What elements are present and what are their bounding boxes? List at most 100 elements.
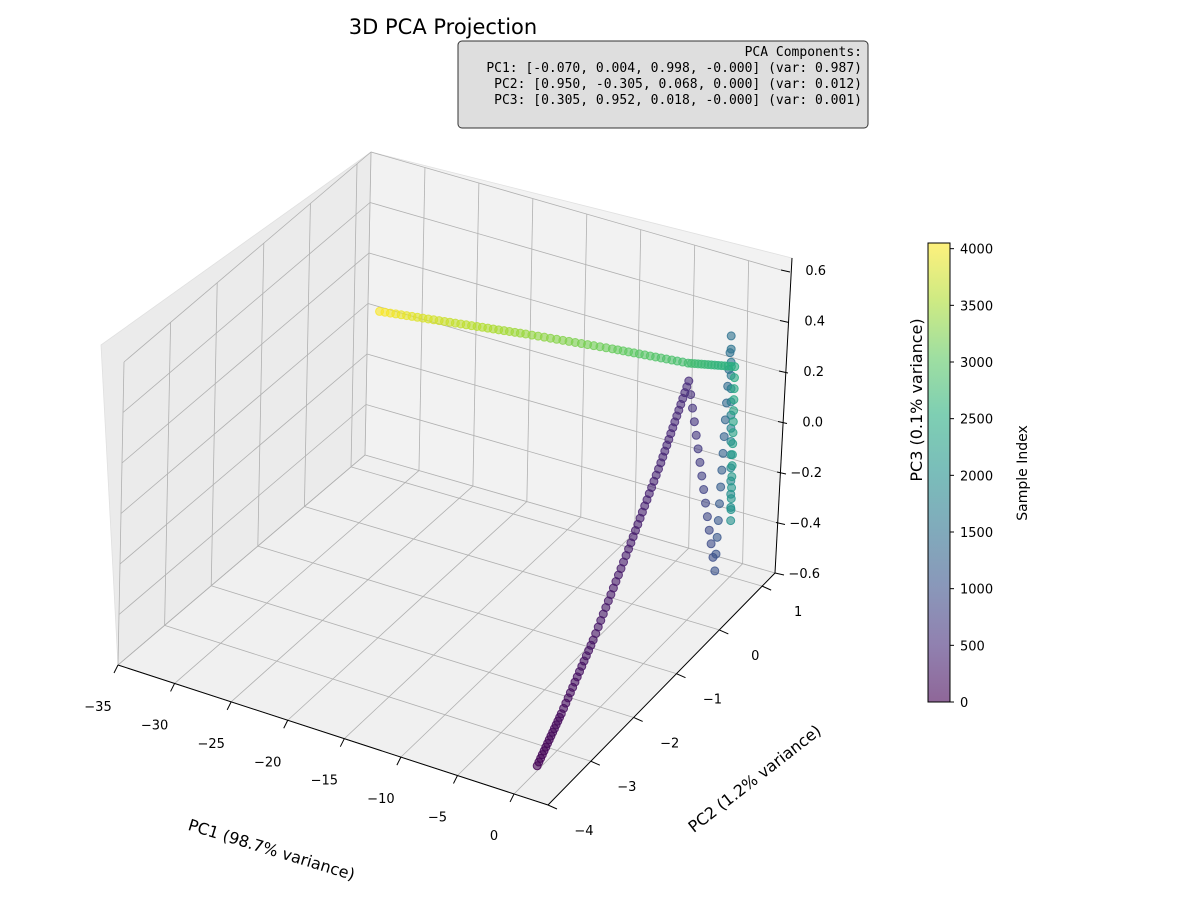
x-tick-label-5: −10 <box>367 792 394 807</box>
z-tick-mark <box>777 421 788 424</box>
x-grid-floor <box>400 532 636 758</box>
scatter-point-118 <box>727 450 737 460</box>
x-grid-floor <box>513 563 743 795</box>
y-tick-mark <box>719 629 729 635</box>
scatter-point-91 <box>718 448 728 458</box>
scatter-point-74 <box>691 430 701 440</box>
scatter-point-78 <box>699 485 709 495</box>
colorbar-tick-label-7: 3500 <box>960 299 993 314</box>
y-tick-label-2: −2 <box>660 736 679 751</box>
scatter-point-115 <box>727 483 737 493</box>
x-tick-mark <box>453 775 458 784</box>
scatter-point-90 <box>717 465 727 475</box>
z-tick-mark <box>780 269 791 273</box>
x-tick-label-4: −15 <box>311 774 338 789</box>
x-grid-floor <box>230 485 474 703</box>
colorbar-tick-label-5: 2500 <box>960 413 993 428</box>
scatter-point-70 <box>684 376 694 386</box>
y-tick-label-3: −1 <box>703 693 722 708</box>
annotation-line-3: PC3: [0.305, 0.952, 0.018, -0.000] (var:… <box>494 93 862 108</box>
grid-lines <box>117 151 782 806</box>
scatter-point-195 <box>375 306 385 316</box>
scatter-point-89 <box>716 482 726 492</box>
scatter-point-72 <box>688 403 698 413</box>
y-tick-mark <box>547 804 558 810</box>
annotation-box <box>457 40 869 129</box>
scatter-point-99 <box>726 344 736 354</box>
x-tick-mark <box>170 683 176 692</box>
scatter-point-114 <box>726 494 736 504</box>
x-tick-mark <box>113 664 119 674</box>
colorbar-ticks: 0 500 1000 1500 2000 2500 3000 3500 4000 <box>950 243 993 711</box>
x-tick-label-1: −30 <box>141 718 168 733</box>
scatter-point-85 <box>711 549 721 559</box>
colorbar-tick-label-1: 500 <box>960 639 985 654</box>
z-tick-mark <box>778 370 789 374</box>
colorbar-tick-label-2: 1000 <box>960 583 993 598</box>
x-tick-label-0: −35 <box>84 700 111 715</box>
colorbar-tick-label-3: 1500 <box>960 526 993 541</box>
colorbar-tick-label-4: 2000 <box>960 469 993 484</box>
x-tick-mark <box>226 701 232 711</box>
z-tick-label-2: −0.2 <box>790 466 822 481</box>
z-tick-mark <box>775 522 786 525</box>
scatter-points <box>375 306 740 771</box>
colorbar: 0 500 1000 1500 2000 2500 3000 3500 4000 Sample … <box>927 242 1031 711</box>
chart-title: 3D PCA Projection <box>349 15 537 39</box>
y-axis-line <box>547 572 776 806</box>
scatter-point-81 <box>704 525 714 535</box>
x-grid-floor <box>287 501 528 721</box>
z-axis-label: PC3 (0.1% variance) <box>907 318 926 481</box>
x-axis-label: PC1 (98.7% variance) <box>186 815 357 884</box>
z-grid-side <box>117 454 366 666</box>
colorbar-gradient <box>927 242 951 703</box>
annotation-line-1: PC1: [-0.070, 0.004, 0.998, -0.000] (var… <box>486 61 862 76</box>
x-tick-mark <box>283 720 289 729</box>
z-tick-mark <box>776 471 787 475</box>
x-axis-ticks: −35 −30 −25 −20 −15 −10 −5 0 <box>84 664 515 844</box>
scatter-point-76 <box>695 457 705 467</box>
scatter-point-119 <box>728 439 738 449</box>
y-grid-floor <box>350 466 763 587</box>
axis-lines <box>117 257 793 806</box>
x-tick-label-3: −20 <box>254 755 281 770</box>
z-tick-label-3: 0.0 <box>802 416 823 431</box>
scatter-point-92 <box>719 432 729 442</box>
y-tick-label-5: 1 <box>794 605 802 620</box>
z-axis-ticks: −0.6 −0.4 −0.2 0.0 0.2 0.4 0.6 <box>774 264 826 582</box>
y-tick-mark <box>633 716 643 722</box>
z-grid-side <box>120 303 369 514</box>
scatter-point-117 <box>727 461 737 471</box>
y-tick-label-0: −4 <box>574 824 593 839</box>
x-tick-label-6: −5 <box>428 811 447 826</box>
z-tick-label-6: 0.6 <box>805 264 826 279</box>
z-tick-mark <box>779 320 790 323</box>
z-grid-back <box>364 454 776 574</box>
scatter-point-112 <box>726 516 736 526</box>
scatter-point-88 <box>714 499 724 509</box>
x-grid-floor <box>174 470 420 684</box>
z-tick-mark <box>774 572 785 576</box>
annotation-line-2: PC2: [0.950, -0.305, 0.068, 0.000] (var:… <box>494 77 862 92</box>
scatter-point-75 <box>693 444 703 454</box>
scatter-point-71 <box>686 390 696 400</box>
z-tick-label-5: 0.4 <box>804 315 825 330</box>
scatter-point-79 <box>701 498 711 508</box>
x-grid-floor <box>344 516 582 739</box>
z-tick-label-0: −0.6 <box>788 567 820 582</box>
y-tick-mark <box>590 760 601 766</box>
scatter-point-98 <box>726 331 736 341</box>
y-tick-label-4: 0 <box>751 649 759 664</box>
scatter-point-77 <box>697 471 707 481</box>
scatter-point-82 <box>706 539 716 549</box>
y-grid-floor <box>304 506 720 631</box>
scatter-point-124 <box>729 384 739 394</box>
z-axis-line <box>774 257 793 574</box>
scatter-point-113 <box>726 505 736 515</box>
y-grid-floor <box>257 545 677 675</box>
colorbar-tick-label-8: 4000 <box>960 243 993 258</box>
scatter-point-125 <box>729 373 739 383</box>
x-grid-floor <box>457 547 689 776</box>
y-axis-ticks: −4 −3 −2 −1 0 1 <box>547 585 802 839</box>
